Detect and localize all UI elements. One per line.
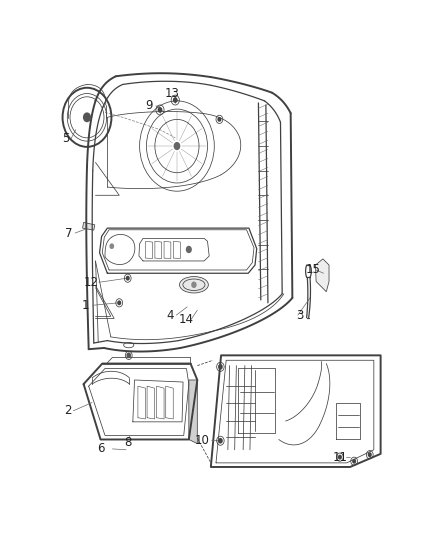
Text: 13: 13 [164, 87, 179, 100]
Circle shape [126, 276, 130, 281]
Circle shape [186, 246, 192, 253]
Circle shape [218, 438, 223, 443]
Circle shape [110, 243, 114, 249]
Ellipse shape [124, 342, 134, 348]
Text: 6: 6 [97, 442, 104, 455]
Circle shape [217, 117, 222, 122]
Ellipse shape [180, 277, 208, 293]
Circle shape [127, 352, 131, 358]
Circle shape [173, 97, 178, 103]
Text: 3: 3 [296, 309, 304, 321]
Circle shape [83, 112, 91, 122]
Circle shape [173, 142, 180, 150]
Text: 1: 1 [81, 299, 89, 312]
Circle shape [352, 459, 356, 464]
Polygon shape [315, 259, 329, 292]
Polygon shape [83, 222, 95, 230]
Circle shape [117, 301, 121, 305]
Text: 14: 14 [179, 313, 194, 326]
Circle shape [158, 107, 162, 113]
Polygon shape [189, 380, 197, 443]
Circle shape [338, 455, 342, 459]
Text: 9: 9 [145, 99, 153, 112]
Text: 15: 15 [306, 263, 321, 277]
Text: 5: 5 [62, 132, 69, 145]
Text: 10: 10 [195, 434, 210, 447]
Text: 11: 11 [332, 450, 347, 464]
Circle shape [191, 281, 197, 288]
Circle shape [368, 452, 372, 457]
Text: 7: 7 [64, 227, 72, 239]
Text: 8: 8 [124, 436, 131, 449]
Text: 12: 12 [84, 276, 99, 289]
Text: 4: 4 [166, 309, 174, 321]
Circle shape [218, 364, 223, 370]
Text: 2: 2 [64, 404, 71, 417]
